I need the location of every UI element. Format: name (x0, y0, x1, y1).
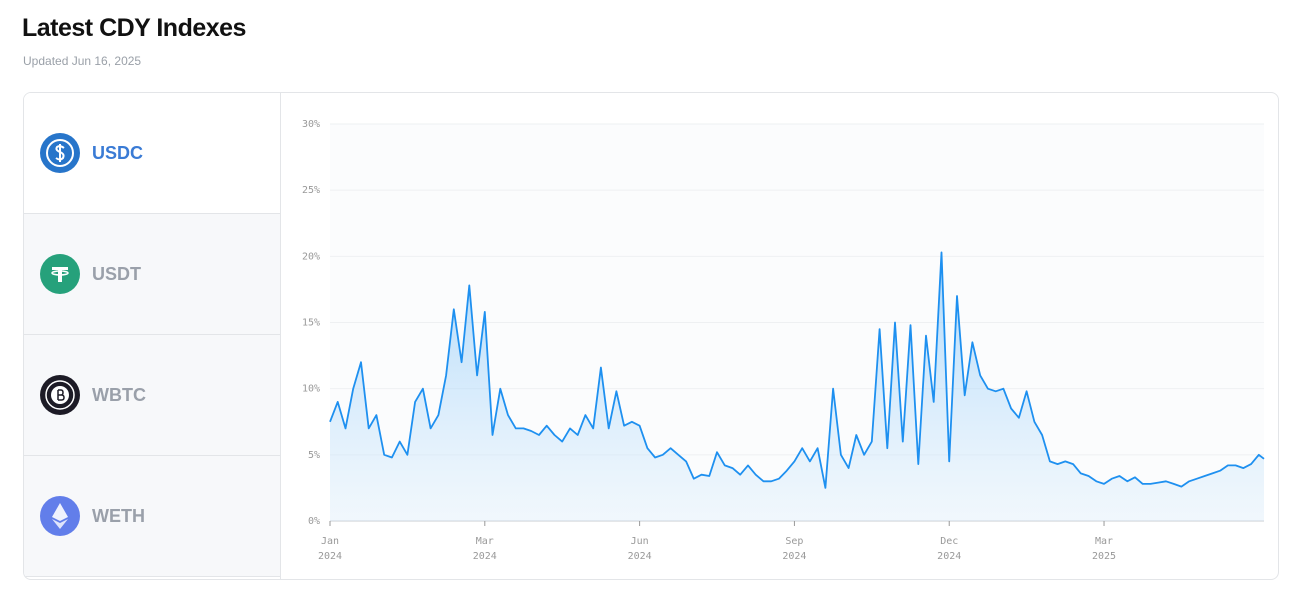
tab[interactable]: WBTC (24, 335, 280, 456)
y-tick-label: 30% (302, 119, 320, 130)
tab-label: WBTC (92, 384, 146, 405)
y-tick-label: 20% (302, 251, 320, 262)
page-title: Latest CDY Indexes (22, 14, 246, 42)
line (329, 251, 1265, 489)
chart: 0% 5% 10% 15% 20% 25% 30% Jan 2024 Mar 2024 Jun 2024… (302, 119, 1265, 562)
updated-date: Updated Jun 16, 2025 (23, 54, 142, 68)
weth-icon (40, 496, 80, 536)
x-tick-label: Mar 2025 (1092, 536, 1116, 562)
tab[interactable]: USDC (24, 93, 280, 214)
y-tick-label: 0% (308, 516, 320, 527)
x-tick-label: Sep 2024 (782, 536, 806, 562)
usdc-icon (40, 133, 80, 173)
y-tick-label: 10% (302, 384, 320, 395)
tab[interactable]: USDT (24, 214, 280, 335)
x-tick-label: Jun 2024 (628, 536, 652, 562)
y-tick-label: 5% (308, 450, 320, 461)
x-tick-label: Jan 2024 (318, 536, 342, 562)
tab-label: WETH (92, 505, 145, 526)
area (330, 252, 1264, 521)
x-tick-label: Dec 2024 (937, 536, 961, 562)
tab-label: USDT (92, 263, 141, 284)
x-tick-label: Mar 2024 (473, 536, 497, 562)
usdt-icon (40, 254, 80, 294)
y-tick-label: 15% (302, 318, 320, 329)
asset-tabs: USDC USDT WBTC WETH (24, 93, 281, 579)
tab[interactable]: WETH (24, 456, 280, 577)
tab-label: USDC (92, 142, 144, 163)
card: USDC USDT WBTC WETH 0% 5% 10% 15% 20% 25% 30% J… (23, 92, 1279, 580)
y-tick-label: 25% (302, 185, 320, 196)
wbtc-icon (40, 375, 80, 415)
